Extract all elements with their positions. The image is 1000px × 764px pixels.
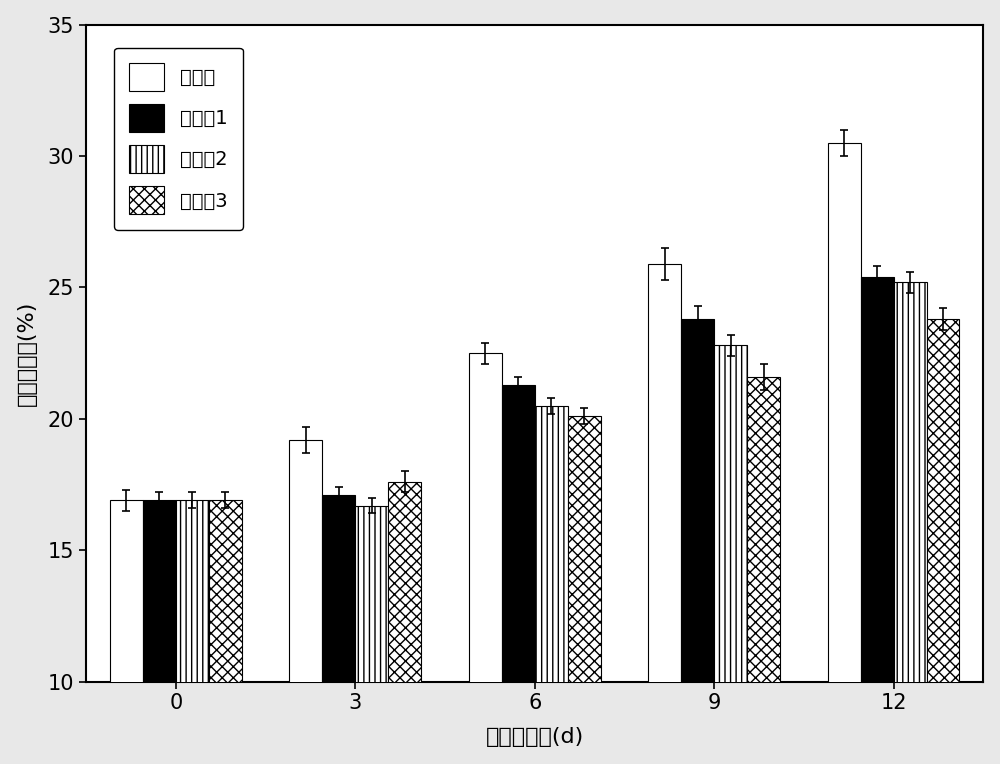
Bar (355, 506, 388, 764)
Bar (502, 385, 535, 764)
Bar (894, 282, 927, 764)
Bar (209, 500, 242, 764)
Bar (469, 353, 502, 764)
Bar (828, 143, 861, 764)
Bar (747, 377, 780, 764)
Bar (927, 319, 959, 764)
Bar (322, 495, 355, 764)
Bar (568, 416, 601, 764)
Bar (143, 500, 176, 764)
Bar (289, 440, 322, 764)
Bar (110, 500, 143, 764)
Y-axis label: 相对电导率(%): 相对电导率(%) (17, 300, 37, 406)
Bar (388, 482, 421, 764)
Bar (648, 264, 681, 764)
Bar (861, 277, 894, 764)
Bar (714, 345, 747, 764)
Bar (176, 500, 209, 764)
Bar (535, 406, 568, 764)
X-axis label: 处理后时间(d): 处理后时间(d) (486, 727, 584, 747)
Legend: 对比例, 实施例1, 实施例2, 实施例3: 对比例, 实施例1, 实施例2, 实施例3 (114, 47, 243, 229)
Bar (681, 319, 714, 764)
